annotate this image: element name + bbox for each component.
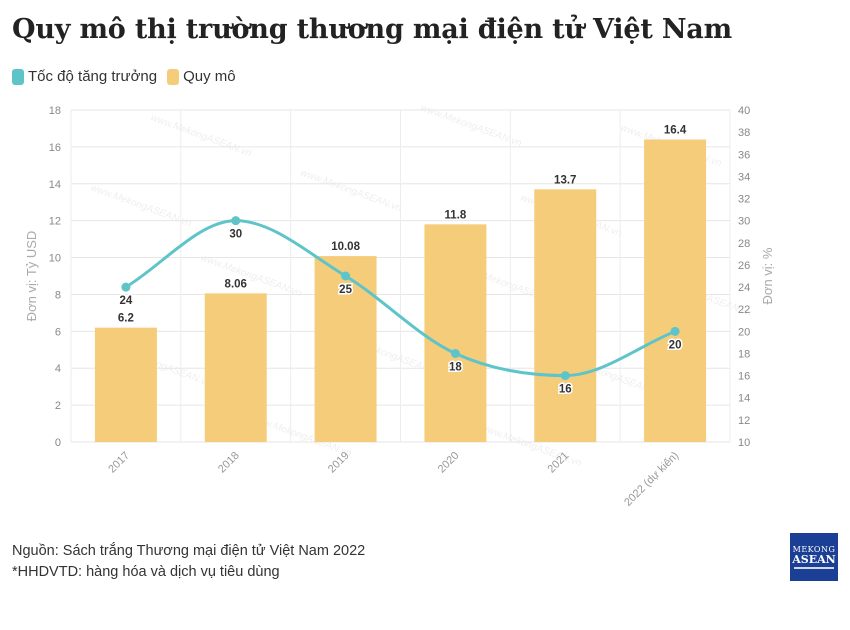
- bar: [424, 224, 487, 442]
- bar-series: 6.2 8.06 10.08 11.8 13.7 16.4: [94, 125, 707, 442]
- source-line: Nguồn: Sách trắng Thương mại điện tử Việ…: [12, 543, 366, 559]
- y-right-tick-label: 12: [738, 415, 750, 427]
- watermark-text: www.MekongASEAN.vn: [199, 252, 303, 299]
- y-right-tick-label: 16: [738, 371, 750, 383]
- x-tick-label: 2017: [106, 450, 132, 476]
- watermark-text: www.MekongASEAN.vn: [149, 112, 253, 159]
- source-note: Nguồn: Sách trắng Thương mại điện tử Việ…: [12, 541, 365, 583]
- line-point: [560, 371, 570, 381]
- growth-line: [125, 219, 676, 378]
- y-left-axis-title: Đơn vị: Tỷ USD: [24, 231, 39, 322]
- line-point: [341, 271, 351, 281]
- y-left-tick-label: 14: [49, 179, 61, 191]
- y-right-tick-label: 40: [738, 105, 750, 117]
- bar-value-label: 11.8: [445, 209, 467, 221]
- x-tick-label: 2020: [436, 450, 462, 476]
- watermark-text: www.MekongASEAN.vn: [299, 167, 403, 214]
- legend-item-growth[interactable]: Tốc độ tăng trưởng: [12, 68, 157, 85]
- y-right-tick-label: 28: [738, 238, 750, 250]
- y-left-tick-label: 6: [55, 326, 61, 338]
- bar-value-label: 13.7: [554, 174, 576, 186]
- y-right-tick-label: 38: [738, 127, 750, 139]
- footnote-line: *HHDVTD: hàng hóa và dịch vụ tiêu dùng: [12, 564, 280, 580]
- line-point: [121, 282, 131, 292]
- chart-title: Quy mô thị trường thương mại điện tử Việ…: [12, 14, 732, 45]
- y-left-tick-label: 0: [55, 437, 61, 449]
- x-tick-label: 2018: [216, 450, 242, 476]
- bar: [644, 139, 707, 442]
- watermark-text: www.MekongASEAN.vn: [89, 182, 193, 229]
- y-right-tick-label: 30: [738, 216, 750, 228]
- y-right-tick-label: 34: [738, 171, 750, 183]
- y-right-tick-label: 10: [738, 437, 750, 449]
- bar: [534, 189, 597, 442]
- x-tick-label: 2022 (dự kiến): [622, 450, 681, 509]
- legend-item-size[interactable]: Quy mô: [167, 68, 236, 85]
- y-right-tick-label: 26: [738, 260, 750, 272]
- bar-value-label: 6.2: [118, 313, 134, 325]
- grid-lines: [70, 109, 731, 443]
- legend-swatch-size: [167, 68, 180, 85]
- mekong-asean-logo: MEKONG ASEAN: [790, 533, 838, 581]
- y-right-tick-label: 36: [738, 149, 750, 161]
- y-right-tick-label: 32: [738, 194, 750, 206]
- logo-line1: MEKONG: [792, 544, 836, 554]
- line-value-label: 16: [559, 384, 572, 396]
- chart-plot: www.MekongASEAN.vn www.MekongASEAN.vnwww.…: [24, 102, 775, 509]
- y-right-tick-label: 24: [738, 282, 750, 294]
- logo-underline: [794, 566, 834, 569]
- y-left-tick-label: 8: [55, 289, 61, 301]
- line-point: [231, 216, 241, 226]
- logo-line2: ASEAN: [792, 552, 836, 566]
- y-right-tick-label: 14: [738, 393, 750, 405]
- legend-swatch-growth: [12, 68, 24, 85]
- bar-value-label: 8.06: [225, 278, 247, 290]
- line-series: 24 30 25 18 16 20: [118, 216, 683, 397]
- y-left-tick-label: 4: [55, 363, 61, 375]
- bar-value-label: 16.4: [664, 125, 687, 137]
- y-left-tick-label: 2: [55, 400, 61, 412]
- y-left-tick-label: 12: [49, 216, 61, 228]
- bar: [204, 293, 267, 442]
- y-left-tick-label: 16: [49, 142, 61, 154]
- y-right-tick-label: 20: [738, 326, 750, 338]
- bar: [94, 327, 157, 442]
- y-right-tick-label: 18: [738, 348, 750, 360]
- y-right-axis-title: Đơn vị: %: [760, 247, 775, 304]
- y-left-tick-label: 10: [49, 253, 61, 265]
- line-value-label: 24: [120, 295, 133, 307]
- line-point: [670, 326, 680, 336]
- legend: Tốc độ tăng trưởng Quy mô: [12, 68, 236, 85]
- bar: [314, 256, 377, 442]
- y-right-tick-label: 22: [738, 304, 750, 316]
- bar-value-label: 10.08: [331, 241, 360, 253]
- y-left-tick-label: 18: [49, 105, 61, 117]
- line-point: [450, 348, 460, 358]
- line-value-label: 30: [229, 229, 242, 241]
- line-value-label: 18: [449, 361, 462, 373]
- line-value-label: 20: [669, 339, 682, 351]
- legend-label-size: Quy mô: [183, 68, 236, 85]
- legend-label-growth: Tốc độ tăng trưởng: [28, 68, 158, 85]
- line-value-label: 25: [339, 284, 352, 296]
